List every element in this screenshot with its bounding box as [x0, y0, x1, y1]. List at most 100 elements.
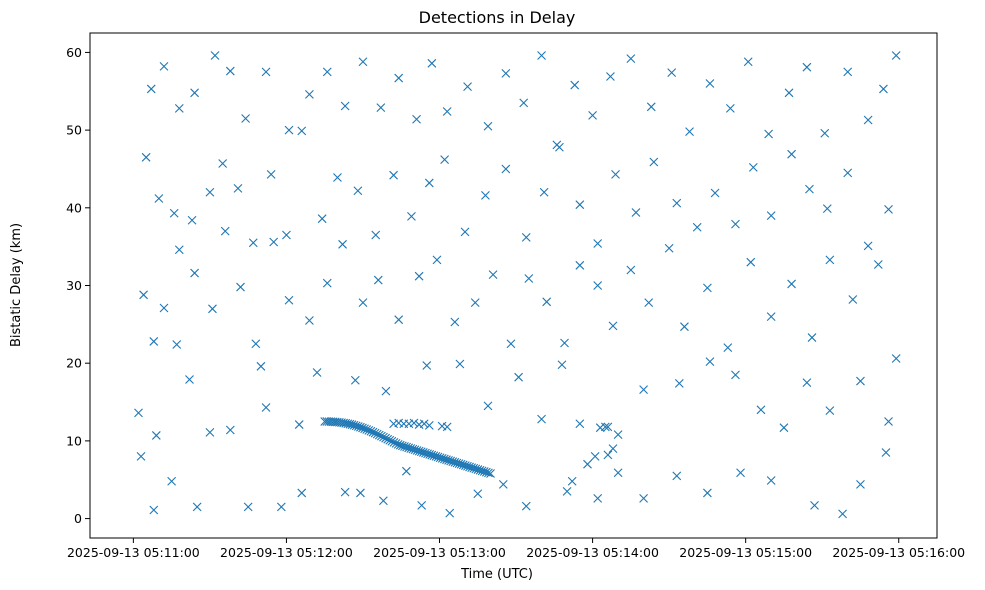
detection-point-13 [473, 489, 483, 499]
detection-point-159 [427, 58, 437, 68]
detection-point-37 [350, 375, 360, 385]
detection-point-78 [470, 298, 480, 307]
detection-point-36 [312, 368, 322, 377]
detection-point-28 [151, 431, 161, 440]
detection-point-200 [590, 452, 600, 461]
detection-point-131 [672, 198, 682, 208]
detection-point-91 [703, 283, 712, 293]
detection-point-77 [450, 317, 460, 327]
track-point-32 [387, 436, 397, 446]
detection-point-182 [863, 115, 873, 125]
plot-frame [89, 32, 938, 539]
detection-point-138 [805, 184, 814, 194]
detection-point-43 [514, 372, 523, 382]
detection-point-68 [284, 295, 294, 305]
detection-point-76 [432, 255, 442, 265]
detection-point-52 [756, 405, 766, 415]
detection-point-111 [297, 126, 307, 136]
detection-point-140 [843, 168, 853, 178]
detection-point-5 [243, 502, 253, 512]
detection-point-170 [626, 54, 636, 64]
detection-point-120 [460, 227, 470, 237]
detection-point-69 [305, 316, 314, 325]
detection-point-104 [187, 215, 197, 225]
track-point-30 [383, 434, 393, 444]
detection-point-158 [412, 114, 421, 124]
detection-point-151 [284, 125, 294, 135]
detection-point-181 [843, 67, 853, 77]
detection-point-55 [825, 406, 835, 415]
y-tick-label-6: 60 [66, 45, 82, 60]
detection-point-85 [593, 281, 603, 290]
detection-point-124 [539, 187, 549, 197]
detection-point-71 [338, 239, 347, 249]
track-point-23 [368, 427, 378, 437]
detection-point-82 [542, 297, 552, 307]
detection-point-80 [506, 339, 516, 349]
y-tick-label-2: 20 [66, 356, 82, 371]
detection-point-165 [537, 51, 546, 60]
detection-point-97 [825, 255, 835, 265]
detection-point-194 [442, 422, 452, 432]
detection-point-42 [483, 401, 493, 411]
detection-point-61 [174, 245, 184, 255]
detection-point-56 [856, 376, 865, 386]
detection-point-135 [748, 163, 758, 172]
detection-point-169 [606, 72, 615, 81]
detection-point-116 [389, 170, 398, 180]
detection-point-126 [575, 200, 585, 210]
detection-point-83 [560, 338, 569, 348]
detection-point-59 [149, 337, 159, 346]
detection-point-199 [603, 450, 613, 460]
detection-point-114 [353, 186, 363, 196]
detection-point-35 [294, 420, 304, 429]
detection-point-21 [703, 488, 712, 498]
detection-point-109 [266, 170, 276, 179]
detection-point-90 [680, 322, 689, 332]
detection-point-51 [731, 370, 740, 380]
detection-point-1 [149, 505, 159, 515]
detection-point-29 [172, 340, 182, 349]
detection-point-115 [371, 230, 381, 240]
x-tick-label-5: 2025-09-13 05:16:00 [832, 545, 965, 560]
detection-point-153 [322, 67, 332, 77]
x-tick-label-0: 2025-09-13 05:11:00 [67, 545, 200, 560]
detection-point-49 [674, 379, 684, 388]
detection-point-17 [593, 493, 603, 503]
track-point-29 [381, 433, 390, 443]
detection-point-38 [381, 386, 391, 396]
detection-point-201 [583, 459, 592, 469]
detection-point-106 [218, 159, 228, 168]
detection-point-157 [394, 73, 404, 83]
detection-point-145 [174, 103, 184, 113]
detection-point-119 [440, 155, 450, 165]
detection-point-142 [884, 204, 893, 214]
detection-point-160 [442, 107, 452, 116]
detection-point-103 [169, 208, 179, 218]
detection-point-107 [233, 183, 243, 193]
detection-point-133 [710, 188, 720, 198]
track-point-24 [370, 428, 380, 438]
detection-point-57 [884, 417, 893, 426]
detection-point-64 [220, 226, 230, 236]
detection-point-30 [185, 375, 194, 384]
detection-point-178 [784, 88, 794, 98]
detection-point-99 [873, 260, 883, 269]
detection-marks [134, 51, 901, 519]
detection-point-117 [407, 211, 416, 221]
detection-point-113 [333, 173, 342, 182]
detection-point-139 [822, 204, 832, 213]
detection-point-24 [810, 500, 819, 510]
detection-point-143 [146, 84, 156, 94]
detection-point-118 [424, 178, 434, 188]
detection-point-137 [787, 149, 796, 159]
detection-point-164 [519, 98, 529, 108]
detection-point-33 [256, 361, 266, 371]
detection-point-11 [417, 500, 427, 510]
track-point-27 [376, 431, 386, 441]
detection-point-44 [537, 414, 546, 424]
x-tick-label-1: 2025-09-13 05:12:00 [220, 545, 353, 560]
detection-point-74 [394, 315, 404, 325]
detection-point-31 [205, 427, 215, 437]
detection-point-58 [139, 290, 148, 300]
